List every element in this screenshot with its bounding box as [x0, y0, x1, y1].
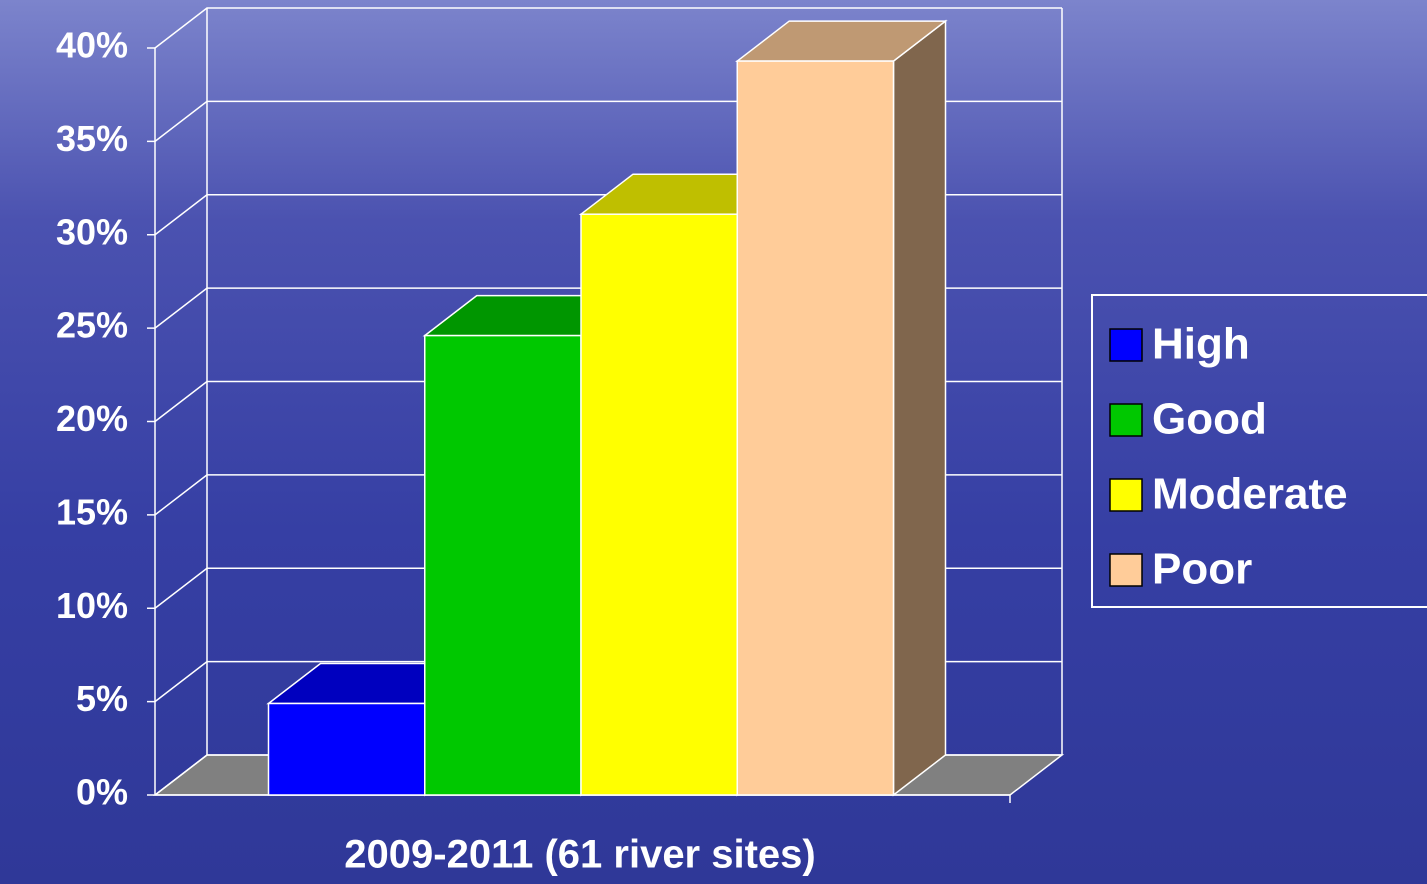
bar — [269, 703, 425, 795]
y-tick-label: 40% — [56, 25, 128, 66]
y-tick-label: 15% — [56, 491, 128, 532]
bar — [581, 214, 737, 795]
bar — [425, 336, 581, 795]
page: 0% 5% 10% 15% 20% 25% 30% 35% 40% High Good Modera… — [0, 0, 1427, 884]
y-tick-label: 0% — [76, 772, 128, 813]
x-tick-label: 2009-2011 (61 river sites) — [344, 833, 815, 877]
y-tick-label: 20% — [56, 398, 128, 439]
bar — [737, 61, 893, 795]
bar-side — [894, 21, 946, 795]
legend-label: Poor — [1152, 545, 1252, 594]
legend-swatch — [1110, 479, 1142, 511]
legend-label: High — [1152, 320, 1250, 369]
legend-swatch — [1110, 554, 1142, 586]
legend-swatch — [1110, 404, 1142, 436]
legend-label: Good — [1152, 395, 1267, 444]
y-tick-label: 30% — [56, 211, 128, 252]
chart: 0% 5% 10% 15% 20% 25% 30% 35% 40% High Good Modera… — [0, 0, 1427, 884]
y-tick-label: 35% — [56, 118, 128, 159]
y-tick-label: 5% — [76, 678, 128, 719]
y-tick-label: 25% — [56, 305, 128, 346]
legend-swatch — [1110, 329, 1142, 361]
legend-label: Moderate — [1152, 470, 1348, 519]
y-tick-label: 10% — [56, 585, 128, 626]
